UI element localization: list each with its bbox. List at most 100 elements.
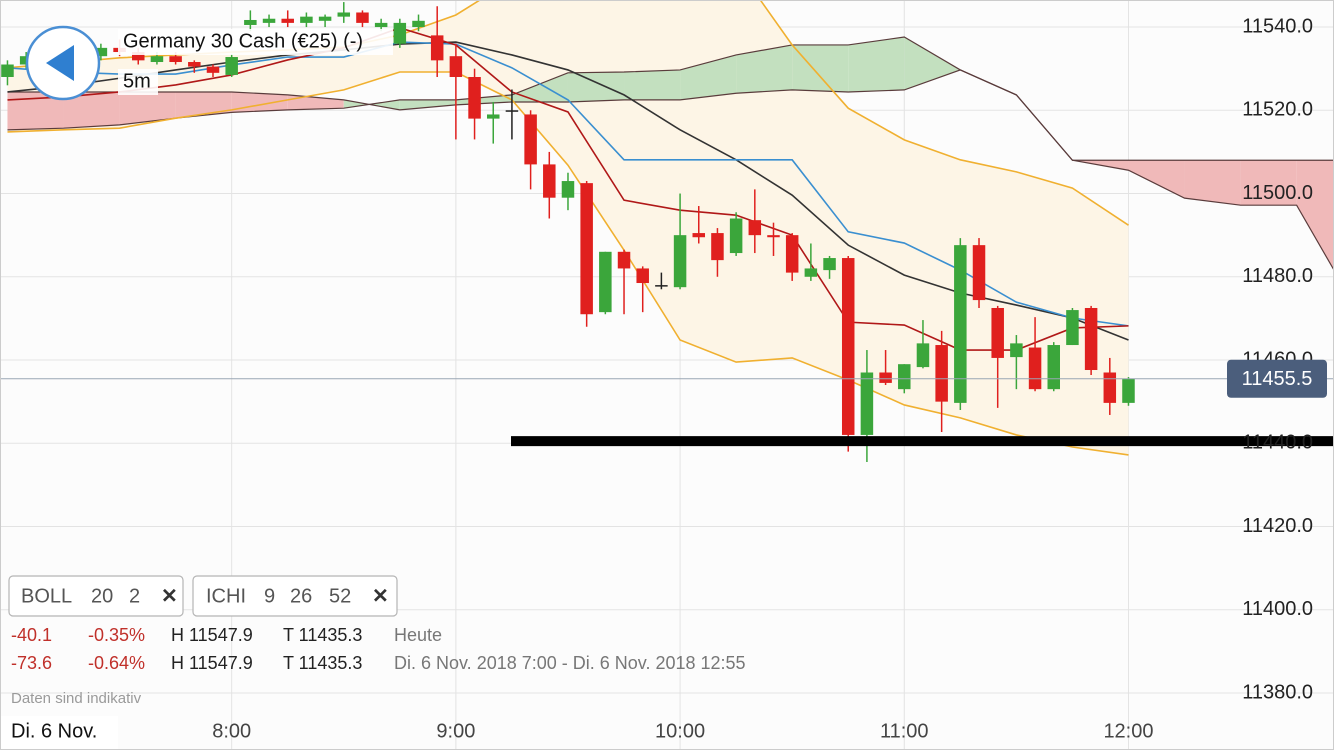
interval-bg: [118, 69, 158, 95]
study-box[interactable]: [192, 575, 398, 617]
candle-body: [1084, 307, 1098, 371]
candle-body: [169, 56, 182, 63]
remove-study[interactable]: ✕: [372, 585, 389, 607]
candle-body: [636, 268, 649, 284]
candle-body: [318, 16, 332, 21]
study-param: BOLL: [21, 585, 72, 607]
cloud-segment: [7, 91, 64, 130]
candle-body: [1, 64, 14, 77]
study-param: 2: [129, 585, 140, 607]
candle-body: [841, 258, 855, 435]
cloud-segment: [848, 37, 905, 92]
study-param: 20: [91, 585, 113, 607]
candle-body: [599, 251, 612, 313]
date-label: Di. 6 Nov.: [11, 720, 97, 742]
candle-body: [711, 233, 724, 261]
disclaimer: Daten sind indikativ: [11, 690, 142, 707]
cloud-edge: [7, 69, 1334, 161]
candle-body: [916, 343, 930, 368]
candle-body: [1028, 347, 1042, 390]
x-tick-label: 11:00: [880, 720, 929, 742]
candle-body: [225, 57, 238, 75]
interval-label: 5m: [123, 70, 151, 92]
candle-body: [991, 307, 1004, 358]
study-param: 9: [264, 585, 275, 607]
candle-body: [206, 66, 220, 73]
candle-body: [1010, 343, 1023, 358]
cloud-segment: [63, 91, 120, 129]
cloud-segment: [1296, 160, 1334, 271]
study-param: 52: [329, 585, 351, 607]
cloud-segment: [511, 72, 568, 102]
cloud-segment: [1184, 160, 1241, 206]
x-tick-label: 12:00: [1103, 720, 1153, 742]
y-tick-label: 11520.0: [1242, 99, 1313, 121]
candle-body: [729, 218, 743, 254]
candle-body: [356, 12, 369, 23]
candle-body: [823, 258, 836, 271]
cloud-segment: [119, 91, 176, 125]
candle-body: [262, 18, 276, 23]
last-price-label: 11455.5: [1242, 368, 1313, 390]
candle-body: [1047, 345, 1060, 390]
candle-body: [244, 19, 257, 25]
y-tick-label: 11380.0: [1242, 681, 1313, 703]
x-tick-label: 8:00: [212, 720, 251, 742]
cloud-segment: [1128, 160, 1185, 199]
candle-body: [449, 56, 463, 77]
candle-body: [617, 251, 631, 269]
candle-body: [543, 164, 556, 198]
x-tick-label: 9:00: [436, 720, 475, 742]
chart-title: Germany 30 Cash (€25) (-): [123, 30, 363, 52]
stat: T 11435.3: [283, 625, 362, 645]
cloud-segment: [399, 99, 456, 110]
stat: -73.6: [11, 653, 52, 673]
candle-body: [1122, 378, 1135, 403]
candle-body: [300, 16, 313, 23]
candle-body: [188, 62, 201, 67]
y-tick-label: 11400.0: [1242, 598, 1313, 620]
candle-body: [879, 372, 892, 383]
candle-body: [412, 20, 425, 28]
back-icon: [46, 45, 74, 81]
y-tick-label: 11500.0: [1242, 182, 1313, 204]
stat: -0.35%: [88, 625, 145, 645]
candle-body: [673, 235, 687, 288]
candle-body: [655, 285, 668, 287]
y-tick-label: 11540.0: [1242, 15, 1313, 37]
candle-body: [935, 345, 948, 402]
stat: T 11435.3: [283, 653, 362, 673]
study-param: ICHI: [206, 585, 246, 607]
candle-body: [337, 12, 351, 17]
candle-body: [748, 220, 762, 236]
candle-body: [1103, 372, 1117, 403]
x-tick-label: 10:00: [655, 720, 705, 742]
candle-body: [505, 110, 519, 112]
cloud-segment: [792, 44, 849, 92]
candle-body: [580, 183, 593, 315]
candle-body: [524, 114, 537, 165]
candle-body: [393, 22, 407, 44]
cloud-segment: [736, 44, 793, 94]
candle-body: [785, 235, 799, 273]
candle-body: [860, 372, 874, 435]
study-param: 26: [290, 585, 312, 607]
cloud-edge: [7, 36, 1334, 271]
title-bg: [118, 29, 393, 55]
stat: -0.64%: [88, 653, 145, 673]
candle-body: [1066, 310, 1079, 346]
study-box[interactable]: [8, 575, 184, 617]
stat: H 11547.9: [171, 653, 253, 673]
candle-body: [804, 268, 818, 277]
candle-body: [972, 245, 986, 301]
candle-body: [281, 18, 294, 23]
cloud-segment: [1240, 160, 1297, 206]
candle-body: [954, 245, 967, 403]
stat: -40.1: [11, 625, 52, 645]
cloud-segment: [567, 72, 625, 102]
candle-body: [486, 114, 500, 119]
candle-body: [430, 35, 444, 61]
stat: Di. 6 Nov. 2018 7:00 - Di. 6 Nov. 2018 1…: [394, 653, 746, 673]
remove-study[interactable]: ✕: [161, 585, 178, 607]
